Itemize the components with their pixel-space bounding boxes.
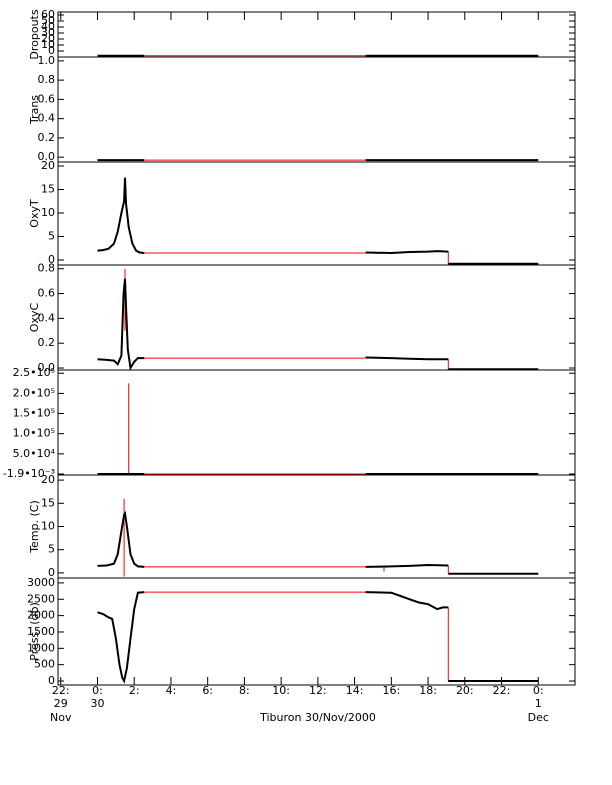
y-tick-label: 5 [48,543,55,556]
y-tick-label: 1.0•10⁵ [13,427,55,440]
y-tick-label: 10 [41,206,55,219]
y-tick-label: 0.8 [38,73,56,86]
x-tick-label: 2: [129,684,140,697]
x-tick-label: 14: [346,684,364,697]
y-tick-label: 0.6 [38,92,56,105]
panel-frame [57,369,576,476]
y-tick-label: 15 [41,183,55,196]
x-tick-label: 20: [456,684,474,697]
x-tick-label: 22: [52,684,70,697]
y-tick-label: 10 [41,38,55,51]
x-tick-label: 22: [493,684,511,697]
x-tick-label: 10: [272,684,290,697]
y-tick-label: 500 [34,658,55,671]
y-tick-label: 0.0 [38,150,56,163]
y-tick-label: 10 [41,520,55,533]
y-tick-label: 0.4 [38,311,56,324]
x-tick-label: 0: [533,684,544,697]
y-tick-label: 3000 [27,576,55,589]
y-tick-label: 0.0 [38,361,56,374]
y-axis-label: Temp. (C) [28,500,41,554]
y-tick-label: 30 [41,26,55,39]
panel-frame [57,264,576,371]
y-tick-label: -1.9•10⁻³ [3,467,55,480]
x-tick-date: Dec [528,711,549,724]
x-tick-label: 8: [239,684,250,697]
x-tick-date: 1 [535,697,542,710]
data-line [97,510,145,568]
x-tick-date: Nov [50,711,72,724]
y-tick-label: 2.0•10⁵ [13,386,55,399]
x-tick-label: 6: [202,684,213,697]
x-tick-label: 0: [92,684,103,697]
y-axis-label: Dropouts [28,9,41,59]
y-tick-label: 2.5•10⁵ [13,366,55,379]
panel-frame [57,577,576,686]
y-tick-label: 0.8 [38,262,56,275]
y-tick-label: 0 [48,253,55,266]
panel-frame [57,11,576,58]
y-tick-label: 5 [48,230,55,243]
y-tick-label: 0.2 [38,131,56,144]
y-axis-label: Trans [28,95,41,125]
y-tick-label: 2500 [27,592,55,605]
y-tick-label: 60 [41,8,55,21]
data-line [97,278,145,371]
data-line [365,356,449,361]
y-tick-label: 1.5•10⁵ [13,407,55,420]
x-tick-label: 18: [419,684,437,697]
y-tick-label: 20 [41,159,55,172]
data-line [97,591,145,684]
y-tick-label: 1500 [27,625,55,638]
y-tick-label: 50 [41,14,55,27]
y-axis-label: OxyT [28,199,41,228]
y-tick-label: 15 [41,496,55,509]
y-tick-label: 0 [48,44,55,57]
x-tick-date: 30 [90,697,104,710]
y-tick-label: 20 [41,32,55,45]
y-axis-label: OxyC [28,303,41,333]
data-line [365,563,449,568]
y-tick-label: 1000 [27,641,55,654]
x-tick-label: 12: [309,684,327,697]
panel-frame [57,56,576,163]
y-tick-label: 5.0•10⁴ [13,447,56,460]
x-tick-label: 4: [166,684,177,697]
x-tick-label: 16: [382,684,400,697]
y-tick-label: 0 [48,566,55,579]
y-tick-label: 2000 [27,609,55,622]
y-axis-label: Press. (db) [28,602,41,661]
y-tick-label: 0.2 [38,336,56,349]
y-tick-label: 40 [41,20,55,33]
panel-frame [57,474,576,579]
data-line [365,250,449,255]
data-line [365,591,449,611]
y-tick-label: 0.4 [38,112,56,125]
x-tick-date: 29 [54,697,68,710]
x-axis-label: Tiburon 30/Nov/2000 [259,711,376,724]
y-tick-label: 0 [48,674,55,687]
data-line [97,177,145,254]
y-tick-label: 0.6 [38,287,56,300]
y-tick-label: 1.0 [38,54,56,67]
y-tick-label: 20 [41,473,55,486]
